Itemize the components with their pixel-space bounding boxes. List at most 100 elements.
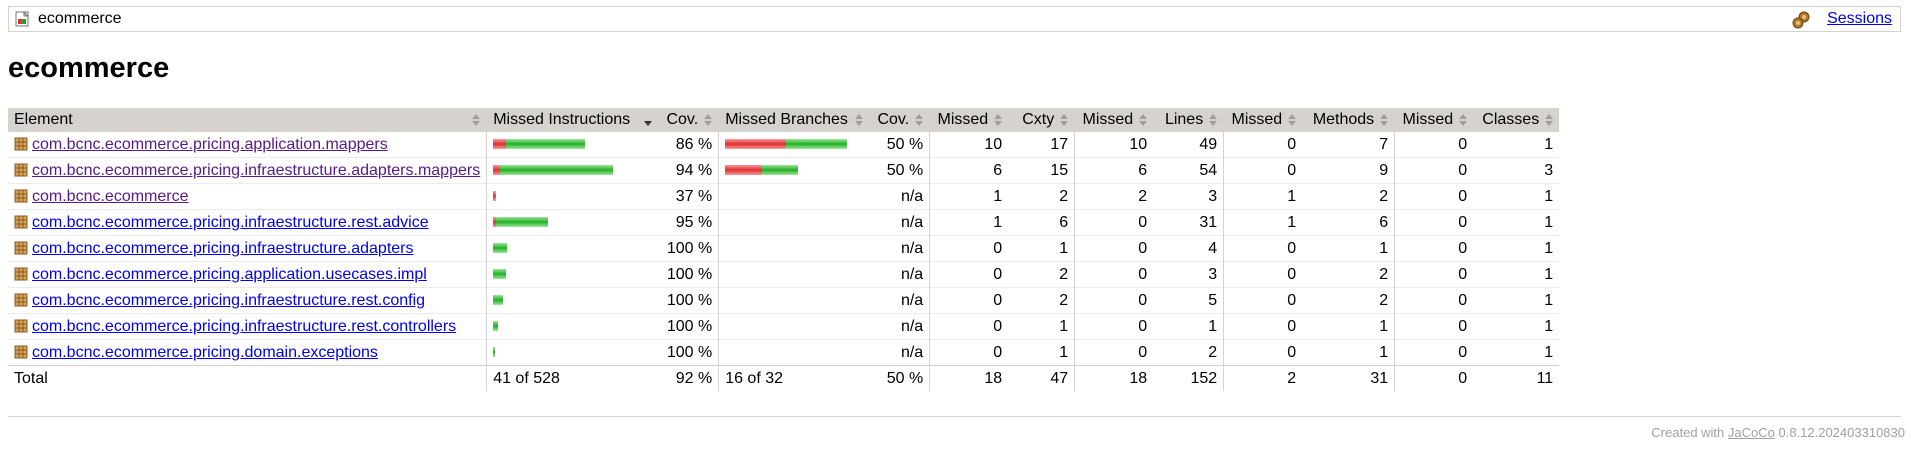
sessions-link[interactable]: Sessions	[1827, 10, 1892, 27]
cxty-cell: 2	[1059, 187, 1069, 205]
cxty-missed-cell: 0	[929, 339, 1009, 366]
breadcrumb: ecommerce Sessions	[8, 6, 1901, 32]
instructions-bar-cell	[486, 235, 659, 262]
header-methods[interactable]: Methods	[1302, 108, 1395, 132]
methods-missed-cell: 0	[1223, 287, 1303, 314]
br-cov-cell: n/a	[900, 265, 924, 283]
package-link[interactable]: com.bcnc.ecommerce.pricing.infraestructu…	[32, 317, 457, 335]
methods-missed-cell: 0	[1223, 313, 1303, 340]
package-link[interactable]: com.bcnc.ecommerce.pricing.domain.except…	[32, 343, 378, 361]
lines-missed-cell: 0	[1074, 313, 1154, 340]
header-label: Cov.	[877, 111, 910, 128]
package-link[interactable]: com.bcnc.ecommerce.pricing.application.u…	[32, 265, 427, 283]
total-lines-missed: 18	[1074, 365, 1154, 391]
instructions-covered-bar	[493, 321, 499, 332]
br-cov-cell: n/a	[900, 187, 924, 205]
cxty-cell: 6	[1059, 213, 1069, 231]
instructions-bar-cell	[486, 339, 659, 366]
sort-icon	[1209, 113, 1218, 127]
instructions-covered-bar	[493, 243, 508, 254]
branches-bar-cell	[718, 132, 870, 158]
cxty-cell: 1	[1059, 343, 1069, 361]
classes-cell: 1	[1544, 187, 1554, 205]
branches-missed-bar	[725, 139, 787, 150]
classes-missed-cell: 0	[1394, 339, 1474, 366]
classes-cell: 1	[1544, 239, 1554, 257]
sort-icon	[915, 113, 924, 127]
methods-cell: 7	[1379, 135, 1389, 153]
sort-icon	[1380, 113, 1389, 127]
lines-missed-cell: 0	[1074, 339, 1154, 366]
header-lines[interactable]: Lines	[1153, 108, 1224, 132]
methods-cell: 2	[1379, 187, 1389, 205]
package-link[interactable]: com.bcnc.ecommerce.pricing.infraestructu…	[32, 213, 429, 231]
header-br-cov[interactable]: Cov.	[869, 108, 930, 132]
package-link[interactable]: com.bcnc.ecommerce	[32, 187, 189, 205]
instr-cov-cell: 37 %	[675, 187, 713, 205]
methods-cell: 2	[1379, 291, 1389, 309]
lines-missed-cell: 0	[1074, 261, 1154, 288]
header-label: Lines	[1164, 111, 1204, 128]
lines-missed-cell: 10	[1074, 132, 1154, 158]
header-classes[interactable]: Classes	[1473, 108, 1560, 132]
classes-missed-cell: 0	[1394, 261, 1474, 288]
total-lines: 152	[1153, 365, 1224, 391]
package-link[interactable]: com.bcnc.ecommerce.pricing.infraestructu…	[32, 239, 414, 257]
package-link[interactable]: com.bcnc.ecommerce.pricing.infraestructu…	[32, 291, 426, 309]
package-link[interactable]: com.bcnc.ecommerce.pricing.application.m…	[32, 135, 388, 153]
lines-cell: 31	[1199, 213, 1218, 231]
header-missed-instructions[interactable]: Missed Instructions	[486, 108, 659, 132]
header-methods-missed[interactable]: Missed	[1223, 108, 1303, 132]
table-row: com.bcnc.ecommerce.pricing.application.u…	[8, 261, 1560, 288]
sort-icon	[1139, 113, 1148, 127]
header-label: Classes	[1482, 111, 1540, 128]
footer: Created with JaCoCo 0.8.12.202403310830	[1651, 425, 1905, 440]
header-cxty[interactable]: Cxty	[1008, 108, 1075, 132]
header-cxty-missed[interactable]: Missed	[929, 108, 1009, 132]
header-label: Methods	[1312, 111, 1375, 128]
element-cell: com.bcnc.ecommerce.pricing.infraestructu…	[8, 236, 487, 262]
methods-cell: 1	[1379, 343, 1389, 361]
branches-covered-bar	[762, 165, 799, 176]
element-cell: com.bcnc.ecommerce.pricing.domain.except…	[8, 340, 487, 366]
table-header-row: Element Missed Instructions Cov. Missed Bra…	[8, 108, 1560, 132]
jacoco-link[interactable]: JaCoCo	[1727, 425, 1775, 440]
lines-cell: 2	[1208, 343, 1218, 361]
sort-icon	[704, 113, 713, 127]
br-cov-cell: n/a	[900, 239, 924, 257]
header-lines-missed[interactable]: Missed	[1074, 108, 1154, 132]
header-instr-cov[interactable]: Cov.	[658, 108, 719, 132]
header-missed-branches[interactable]: Missed Branches	[718, 108, 870, 132]
methods-missed-cell: 1	[1223, 183, 1303, 210]
sort-icon	[1060, 113, 1069, 127]
branches-bar-cell	[718, 261, 870, 288]
classes-missed-cell: 0	[1394, 132, 1474, 158]
cxty-cell: 1	[1059, 317, 1069, 335]
element-cell: com.bcnc.ecommerce.pricing.infraestructu…	[8, 314, 487, 340]
header-label: Missed	[1082, 111, 1134, 128]
lines-cell: 3	[1208, 187, 1218, 205]
instructions-bar-cell	[486, 287, 659, 314]
instructions-covered-bar	[493, 295, 504, 306]
footer-prefix: Created with	[1651, 425, 1728, 440]
lines-missed-cell: 0	[1074, 235, 1154, 262]
cxty-cell: 2	[1059, 265, 1069, 283]
header-element[interactable]: Element	[8, 108, 487, 132]
header-classes-missed[interactable]: Missed	[1394, 108, 1474, 132]
total-br-cov: 50 %	[869, 365, 930, 391]
element-cell: com.bcnc.ecommerce.pricing.infraestructu…	[8, 210, 487, 236]
instructions-covered-bar	[493, 269, 507, 280]
package-link[interactable]: com.bcnc.ecommerce.pricing.infraestructu…	[32, 161, 481, 179]
table-row: com.bcnc.ecommerce.pricing.application.m…	[8, 132, 1560, 158]
element-cell: com.bcnc.ecommerce.pricing.application.m…	[8, 132, 487, 158]
instructions-bar	[493, 217, 549, 228]
header-label: Missed	[1402, 111, 1454, 128]
coverage-table: Element Missed Instructions Cov. Missed Bra…	[8, 108, 1560, 391]
table-row: com.bcnc.ecommerce.pricing.domain.except…	[8, 339, 1560, 366]
instr-cov-cell: 100 %	[666, 317, 713, 335]
instructions-bar-cell	[486, 313, 659, 340]
total-branches: 16 of 32	[718, 365, 870, 391]
cxty-missed-cell: 1	[929, 183, 1009, 210]
cxty-missed-cell: 0	[929, 287, 1009, 314]
instructions-bar-cell	[486, 157, 659, 184]
